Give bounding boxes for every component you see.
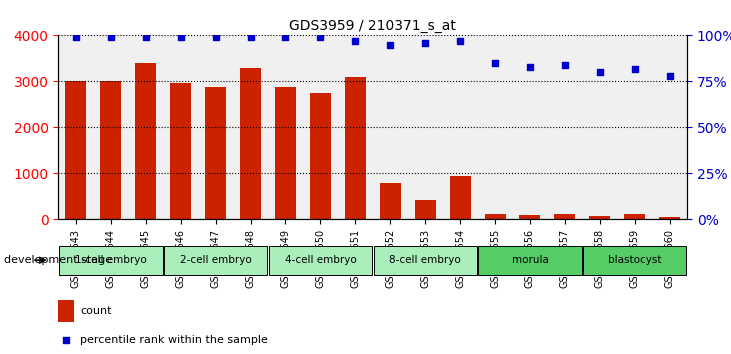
- Point: [349, 38, 361, 44]
- Point: [420, 40, 431, 46]
- Bar: [380, 183, 401, 219]
- Point: [559, 62, 571, 68]
- Bar: [589, 216, 610, 219]
- Point: [140, 34, 151, 40]
- Bar: [205, 87, 226, 219]
- Text: 8-cell embryo: 8-cell embryo: [390, 255, 461, 265]
- Bar: [414, 200, 436, 219]
- Point: [454, 38, 466, 44]
- Point: [489, 60, 501, 66]
- Text: percentile rank within the sample: percentile rank within the sample: [80, 335, 268, 345]
- Point: [245, 34, 257, 40]
- Bar: [450, 176, 471, 219]
- FancyBboxPatch shape: [269, 246, 372, 275]
- Bar: [135, 63, 156, 219]
- Bar: [66, 81, 86, 219]
- Bar: [345, 77, 366, 219]
- Point: [664, 73, 675, 79]
- Bar: [240, 68, 261, 219]
- Bar: [624, 215, 645, 219]
- Text: blastocyst: blastocyst: [608, 255, 662, 265]
- Point: [70, 34, 82, 40]
- Point: [436, 192, 447, 198]
- Point: [524, 64, 536, 69]
- Bar: [520, 215, 540, 219]
- Text: morula: morula: [512, 255, 548, 265]
- Bar: [310, 93, 331, 219]
- Bar: [485, 214, 506, 219]
- Text: 4-cell embryo: 4-cell embryo: [284, 255, 356, 265]
- Title: GDS3959 / 210371_s_at: GDS3959 / 210371_s_at: [289, 19, 456, 33]
- FancyBboxPatch shape: [59, 246, 162, 275]
- Text: count: count: [80, 306, 112, 316]
- Bar: [659, 217, 680, 219]
- Point: [280, 34, 292, 40]
- Point: [629, 66, 640, 72]
- Point: [210, 34, 221, 40]
- FancyBboxPatch shape: [374, 246, 477, 275]
- Point: [175, 34, 186, 40]
- Bar: [170, 83, 192, 219]
- FancyBboxPatch shape: [478, 246, 582, 275]
- Text: 2-cell embryo: 2-cell embryo: [180, 255, 251, 265]
- Bar: [275, 87, 296, 219]
- Point: [314, 34, 326, 40]
- Point: [385, 42, 396, 47]
- FancyBboxPatch shape: [583, 246, 686, 275]
- Point: [594, 69, 606, 75]
- Bar: [58, 300, 75, 322]
- Point: [105, 34, 117, 40]
- FancyBboxPatch shape: [164, 246, 268, 275]
- Text: 1-cell embryo: 1-cell embryo: [75, 255, 147, 265]
- Bar: [554, 214, 575, 219]
- Text: development stage: development stage: [4, 255, 112, 265]
- Bar: [100, 81, 121, 219]
